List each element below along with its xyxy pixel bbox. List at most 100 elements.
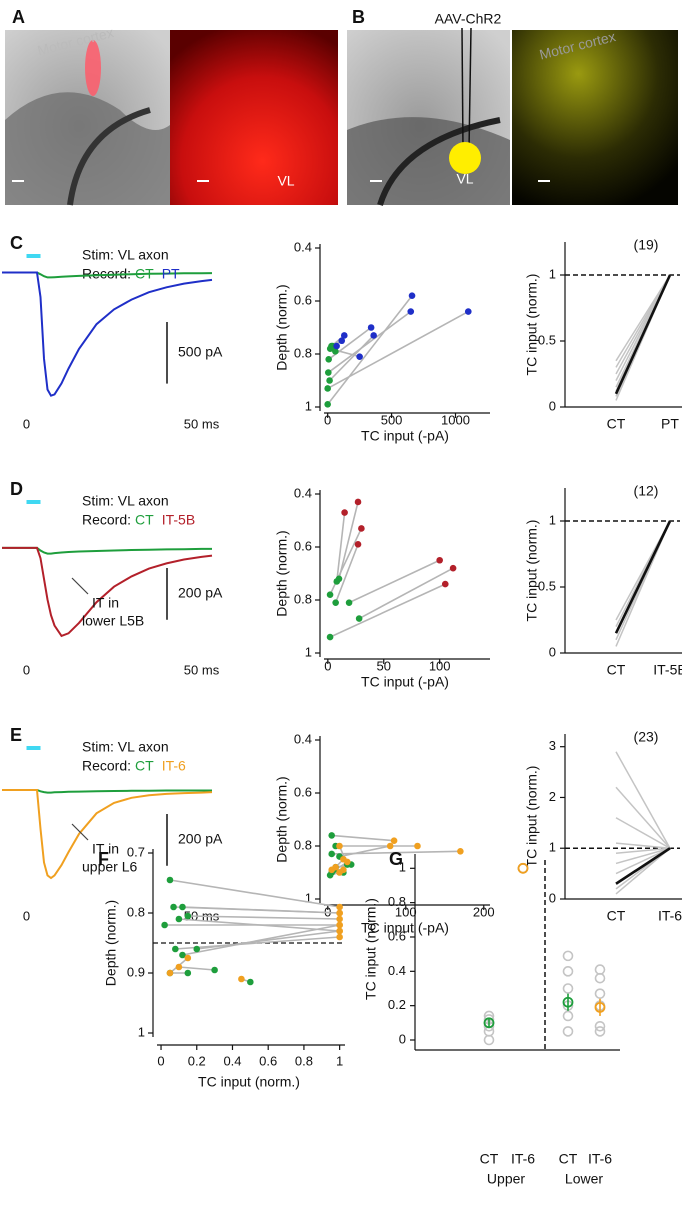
pipette (468, 27, 472, 151)
pair-line (178, 966, 215, 971)
current-trace (2, 789, 212, 794)
mean-line (614, 274, 672, 395)
x-tick-label: CT (607, 908, 626, 924)
cell-line (615, 847, 671, 895)
cell-line (615, 847, 671, 865)
y-tick-label: 1 (138, 1024, 145, 1039)
cell-point (326, 377, 333, 384)
cell-point (166, 876, 174, 884)
cell-point (340, 332, 348, 339)
legend-entry: IT-6 (162, 758, 186, 774)
x-tick-label: IT-6 (658, 908, 682, 924)
y-tick-label: 1 (305, 398, 312, 413)
panel-letter: C (10, 233, 23, 253)
cell-point (333, 578, 341, 585)
current-trace (2, 546, 212, 555)
mean-point (562, 996, 574, 1008)
pair-line (182, 906, 340, 914)
stim-bar (26, 254, 41, 258)
cell-point (336, 903, 343, 911)
x-tick-label: IT-5B (653, 662, 682, 678)
y-tick-label: 1 (305, 644, 312, 659)
panel-letter: B (352, 7, 365, 27)
cell-line (615, 786, 671, 849)
pair-line (169, 879, 340, 908)
annotation: IT in (92, 595, 119, 611)
cell-point (464, 308, 472, 315)
group-label: Lower (565, 1171, 603, 1187)
cell-line (615, 751, 671, 849)
y-tick-label: 0.7 (127, 844, 145, 859)
cell-point (328, 866, 335, 874)
cell-point (594, 1020, 606, 1032)
x-axis-label: TC input (-pA) (361, 428, 449, 444)
y-tick-label: 0.6 (388, 928, 406, 943)
scale-bar-label: 200 pA (178, 831, 223, 847)
y-tick-label: 0.4 (294, 239, 312, 254)
x-tick-label: 0.6 (259, 1053, 277, 1068)
stim-label: Stim: VL axon (82, 247, 169, 263)
current-trace (2, 271, 213, 397)
legend-entry: IT-5B (162, 512, 195, 528)
record-label: Record: (82, 512, 131, 528)
y-tick-label: 1 (549, 512, 556, 527)
mean-point (594, 1001, 606, 1013)
cell-point (184, 969, 192, 977)
x-tick-label: 0 (23, 416, 30, 431)
cell-point (441, 580, 449, 588)
fiber-tract (377, 117, 501, 206)
cell-point (161, 921, 168, 929)
x-tick-label: 50 (377, 658, 391, 673)
legend-entry: PT (162, 266, 180, 282)
cell-line (615, 842, 671, 849)
pair-line (348, 559, 441, 604)
cell-point (175, 963, 183, 971)
record-label: Record: (82, 758, 131, 774)
y-tick-label: 0.4 (294, 731, 312, 746)
y-tick-label: 0.9 (127, 964, 145, 979)
cell-point (370, 332, 377, 339)
cell-count: (12) (634, 483, 659, 499)
x-tick-label: 1 (336, 1053, 343, 1068)
y-axis-label: TC input (norm.) (524, 274, 540, 376)
stim-bar (26, 500, 41, 504)
y-tick-label: 0 (549, 398, 556, 413)
x-tick-label: 100 (429, 658, 451, 673)
pair-line (327, 310, 412, 374)
cell-point (336, 915, 343, 923)
cell-line (615, 847, 671, 855)
cell-point (336, 909, 343, 917)
y-tick-label: 0.6 (294, 292, 312, 307)
stim-label: Stim: VL axon (82, 739, 169, 755)
scale-bar-label: 200 pA (178, 585, 223, 601)
y-tick-label: 0.8 (388, 894, 406, 909)
cell-point (355, 615, 363, 622)
pair-line (178, 918, 340, 932)
cell-point (184, 912, 192, 920)
x-tick-label: IT-6 (511, 1151, 535, 1167)
cell-point (324, 385, 331, 392)
y-tick-label: 0.8 (127, 904, 145, 919)
cell-point (326, 871, 334, 879)
cell-point (332, 599, 339, 606)
x-tick-label: 100 (395, 904, 417, 919)
current-trace (2, 271, 213, 279)
cell-point (333, 342, 340, 350)
panel-letter: G (389, 849, 403, 869)
pair-line (334, 544, 359, 603)
cell-point (166, 969, 174, 977)
x-axis-label: TC input (-pA) (361, 674, 449, 690)
y-tick-label: 0.8 (294, 837, 312, 852)
cell-point (332, 348, 339, 355)
pair-line (327, 310, 469, 390)
fluorescence-image (512, 30, 678, 205)
y-tick-label: 0.4 (388, 963, 406, 978)
cell-point (594, 1026, 606, 1037)
cell-point (341, 509, 348, 516)
y-tick-label: 0 (399, 1031, 406, 1046)
pair-line (175, 936, 340, 950)
cell-point (328, 832, 335, 839)
cell-point (594, 964, 606, 975)
mean-point (517, 862, 529, 874)
panel-letter: E (10, 725, 22, 745)
